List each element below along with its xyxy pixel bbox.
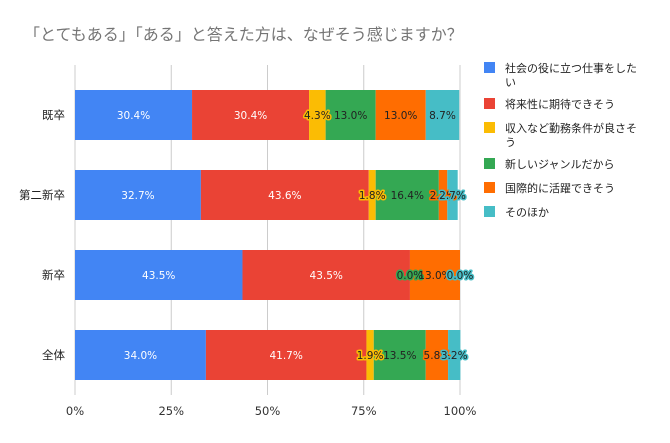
data-label: 16.4% [391,190,424,202]
data-label: 13.0% [418,270,451,282]
x-tick-label: 100% [444,404,477,418]
data-label: 34.0% [124,350,157,362]
bar-segment [448,330,461,380]
data-label: 30.4% [117,110,150,122]
bar-segment [309,90,326,140]
bar-segment [368,170,376,220]
x-tick-label: 75% [351,404,377,418]
bar-segment [438,170,448,220]
bar-segment [325,90,376,140]
bar-segment [200,170,369,220]
bar-segment [425,90,460,140]
legend-label: 国際的に活躍できそう [505,181,615,195]
data-label: 2.7% [439,190,466,202]
category-label: 第二新卒 [19,188,65,202]
bar-segment [75,90,193,140]
bar-segment [409,250,460,300]
bar-segment [192,90,310,140]
bar-segment [75,250,243,300]
chart-title: 「とてもある」「ある」と答えた方は、なぜそう感じますか？ [24,25,463,44]
data-label: 41.7% [269,350,302,362]
data-label: 43.5% [310,270,343,282]
legend-swatch [484,182,495,193]
data-label: 2.2% [430,190,457,202]
data-label: 30.4% [234,110,267,122]
legend-swatch [484,122,495,133]
legend-swatch [484,98,495,109]
data-label: 13.5% [383,350,416,362]
bar-segment [242,250,410,300]
legend-swatch [484,62,495,73]
bar-segment [75,330,206,380]
legend-label: 社会の役に立つ仕事をしたい [505,61,637,89]
legend-label: 新しいジャンルだから [505,157,614,171]
category-label: 既卒 [42,108,65,122]
bar-segment [75,170,201,220]
data-label: 43.5% [142,270,175,282]
x-axis-tick-labels: 0% 25% 50% 75% 100% [66,404,477,418]
data-label: 13.0% [334,110,367,122]
legend: 社会の役に立つ仕事をしたい将来性に期待できそう収入など勤務条件が良さそう新しいジ… [484,61,637,219]
bar-labels: 30.4% 30.4% 4.3% 13.0% 13.0% 8.7%32.7% 43.6% 1.… [117,109,475,364]
data-label: 3.2% [441,350,468,362]
legend-label: そのほか [505,206,549,219]
legend-swatch [484,158,495,169]
x-tick-label: 25% [158,404,184,418]
data-label: 43.6% [268,190,301,202]
category-label: 新卒 [42,268,65,282]
data-label: 0.0% [447,270,474,282]
legend-swatch [484,206,495,217]
data-label: 32.7% [121,190,154,202]
data-label: 4.3% [304,110,331,122]
legend-label: 将来性に期待できそう [505,97,615,111]
data-label: 5.8% [424,350,451,362]
legend-label: 収入など勤務条件が良さそう [505,121,637,149]
x-tick-label: 50% [255,404,281,418]
category-label: 全体 [42,348,65,362]
bar-segment [373,330,426,380]
data-label: 0.0% [397,270,424,282]
bars [75,90,461,380]
data-label: 13.0% [384,110,417,122]
data-label: 1.9% [357,350,384,362]
bar-segment [205,330,367,380]
bar-segment [425,330,449,380]
bar-segment [375,90,426,140]
data-label: 1.8% [359,190,386,202]
bar-segment [447,170,458,220]
bar-segment [366,330,374,380]
x-tick-label: 0% [66,404,84,418]
data-label: 8.7% [429,110,456,122]
bar-segment [375,170,439,220]
